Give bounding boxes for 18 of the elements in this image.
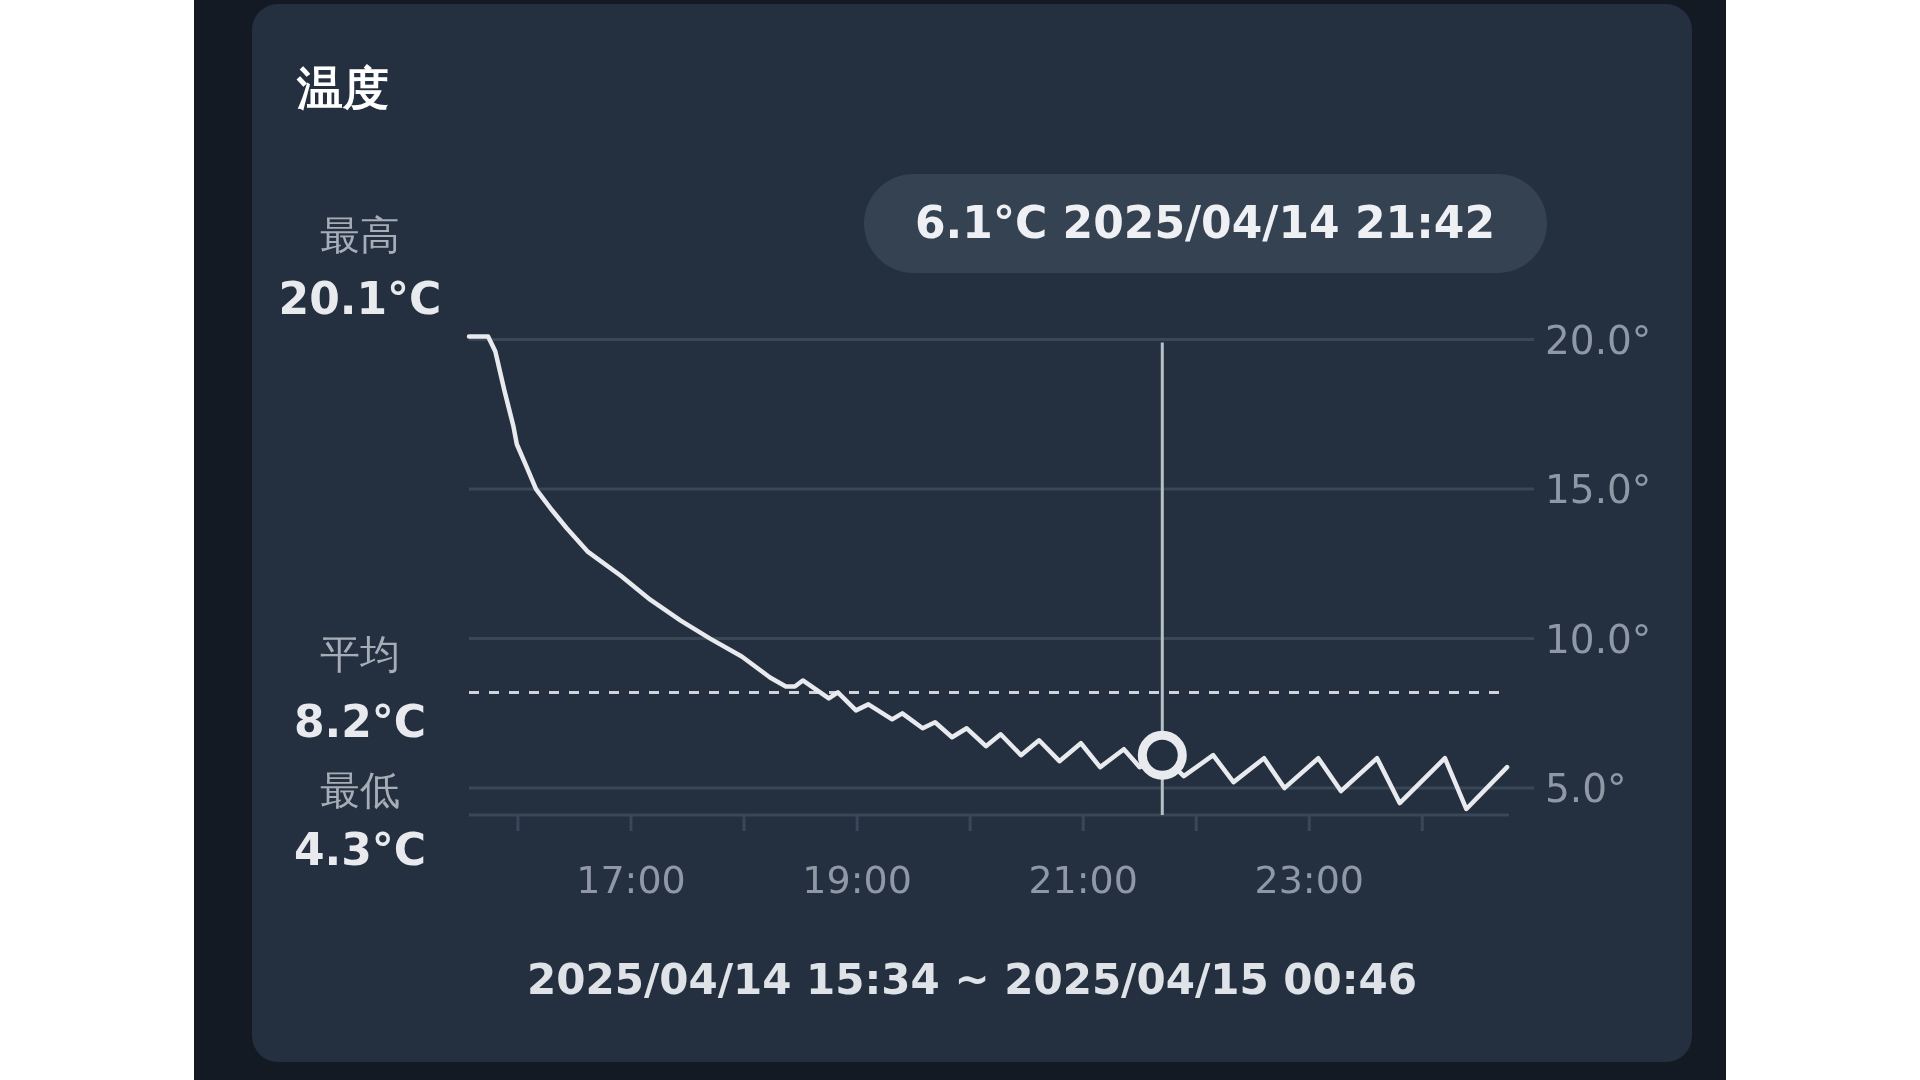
text: 最低 <box>320 767 400 813</box>
text: 8.2°C <box>293 696 427 747</box>
y-tick-label: 10.0° <box>1545 616 1652 662</box>
y-tick-label: 15.0° <box>1545 467 1652 513</box>
text: 6.1°C 2025/04/14 21:42 <box>915 197 1495 248</box>
y-tick-label: 5.0° <box>1545 766 1627 812</box>
text: 平均 <box>320 631 400 677</box>
x-tick-label: 19:00 <box>802 858 912 902</box>
x-tick-label: 17:00 <box>576 858 686 902</box>
text: 4.3°C <box>293 824 427 875</box>
text: 20.1°C <box>278 273 442 324</box>
x-tick-label: 21:00 <box>1028 858 1138 902</box>
line-series <box>466 334 1510 812</box>
chart-title: 温度 <box>296 61 389 115</box>
text: 最高 <box>320 212 400 258</box>
y-tick-label: 20.0° <box>1545 317 1652 363</box>
x-tick-label: 23:00 <box>1254 858 1365 902</box>
text: 2025/04/14 15:34 ~ 2025/04/15 00:46 <box>527 955 1417 1004</box>
